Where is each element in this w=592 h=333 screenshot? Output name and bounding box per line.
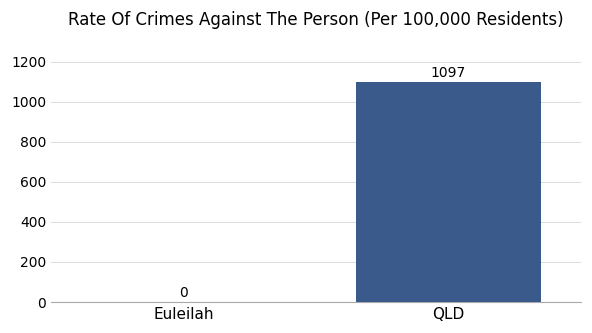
Bar [356, 82, 541, 302]
Title: Rate Of Crimes Against The Person (Per 100,000 Residents): Rate Of Crimes Against The Person (Per 1… [68, 11, 564, 29]
Text: 0: 0 [179, 286, 188, 300]
Text: 1097: 1097 [431, 66, 466, 80]
